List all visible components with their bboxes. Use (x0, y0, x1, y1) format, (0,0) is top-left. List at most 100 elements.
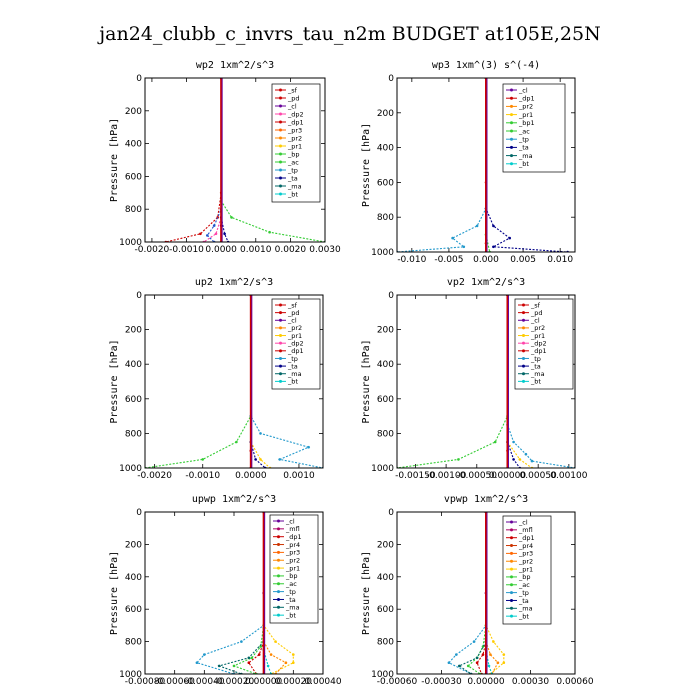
legend-label: _ta (287, 362, 298, 370)
y-tick-label: 0 (136, 291, 142, 301)
y-tick-label: 400 (377, 573, 394, 583)
series-point-tp (212, 224, 216, 227)
chart-panel-3: up2 1xm^2/s^3 Pressure [hPa] 0 200 400 600 800… (109, 277, 324, 481)
x-tick-label: -0.010 (397, 255, 426, 265)
legend-label: _bp1 (518, 119, 535, 127)
y-tick-label: 400 (125, 360, 142, 370)
series-line-dp1 (145, 295, 252, 468)
x-tick-label: 0.00050 (520, 471, 557, 481)
x-tick-label: 0.0010 (283, 471, 315, 481)
legend-label: _ac (287, 158, 299, 166)
series-line-ac (232, 512, 265, 674)
series-point-pr1 (230, 216, 233, 219)
series-point-tp (259, 432, 262, 435)
y-axis-label: Pressure [hPa] (361, 123, 372, 207)
plot-frame (144, 511, 324, 675)
legend-label: _pr1 (518, 565, 533, 573)
chart-panel-1: wp2 1xm^2/s^3 Pressure [hPa] 0 200 400 600 800… (109, 60, 341, 255)
series-line-bt (485, 512, 493, 674)
y-tick-label: 800 (125, 638, 142, 648)
legend-marker (277, 590, 280, 594)
legend-marker (279, 311, 282, 315)
legend-label: _bt (285, 611, 296, 619)
series-point-dp1 (235, 440, 238, 444)
series-point-bt (487, 664, 491, 668)
plot-frame (396, 294, 576, 469)
legend-label: _ac (518, 581, 530, 589)
legend: _cl_mfl_dp1_pr4_pr3_pr2_pr1_bp_ac_tp_ta_… (502, 515, 552, 625)
legend-marker (510, 145, 513, 149)
series-point-ta (492, 224, 495, 228)
y-tick-label: 200 (125, 107, 142, 117)
legend-label: _pd (530, 309, 543, 317)
legend-marker (279, 326, 282, 330)
legend-marker (277, 566, 280, 570)
legend-marker (277, 582, 280, 586)
x-tick-label: 0.00020 (275, 677, 312, 687)
x-tick-label: 0.0000 (235, 471, 267, 481)
legend-label: _pr2 (287, 134, 302, 142)
y-tick-label: 800 (377, 429, 394, 439)
panel-title: up2 1xm^2/s^3 (195, 277, 273, 288)
series-point-pr1 (502, 661, 506, 664)
legend-marker (277, 543, 280, 547)
legend-marker (522, 372, 525, 376)
series-point-tp (451, 236, 454, 240)
legend-label: _ac (285, 580, 297, 588)
y-tick-label: 0 (388, 508, 394, 518)
series-group (447, 512, 506, 674)
y-tick-label: 200 (377, 326, 394, 336)
legend-label: _ta (518, 144, 529, 152)
legend-marker (279, 88, 282, 92)
legend-label: _dp1 (285, 533, 302, 541)
legend-label: _tp (518, 136, 529, 144)
x-tick-label: -0.0020 (135, 245, 170, 255)
series-point-ta (492, 245, 495, 249)
y-tick-label: 600 (125, 172, 142, 182)
legend-box (271, 83, 321, 203)
legend-label: _tp (518, 589, 529, 597)
y-tick-label: 400 (377, 144, 394, 154)
legend-marker (510, 606, 513, 610)
legend-marker (279, 379, 282, 383)
legend-marker (279, 128, 282, 132)
y-tick-label: 600 (125, 395, 142, 405)
y-axis-label: Pressure [hPa] (361, 551, 372, 635)
series-point-tp (447, 661, 451, 664)
x-tick-label: -0.00020 (214, 677, 255, 687)
x-tick-label: -0.005 (434, 255, 463, 265)
legend-label: _ta (518, 597, 529, 605)
legend-label: _tp (287, 166, 298, 174)
legend-label: _cl (518, 86, 528, 94)
legend-label: _pr2 (530, 324, 545, 332)
legend-label: _pr3 (518, 550, 533, 558)
legend-label: _pr1 (285, 564, 300, 572)
legend: _cl_mfl_dp1_pr4_pr3_pr2_pr1_bp_ac_tp_ta_… (269, 514, 319, 624)
panel-title: wp3 1xm^(3) s^(-4) (432, 60, 540, 71)
y-tick-label: 0 (136, 508, 142, 518)
legend-label: _ma (518, 605, 533, 613)
legend-label: _dp2 (287, 110, 304, 118)
x-tick-label: 0.00100 (550, 471, 587, 481)
series-point-tp (240, 640, 243, 643)
legend-marker (279, 356, 282, 360)
y-tick-label: 800 (125, 429, 142, 439)
legend-label: _pr2 (287, 324, 302, 332)
figure-title: jan24_clubb_c_invrs_tau_n2m BUDGET at105… (97, 23, 600, 45)
series-point-tp (524, 452, 528, 456)
legend-label: _tp (530, 355, 541, 363)
x-tick-label: 0.010 (547, 255, 573, 265)
legend-label: _pd (287, 309, 300, 317)
series-line-tp (397, 78, 487, 252)
series-point-tp (307, 445, 310, 449)
series-point-ac (466, 664, 470, 668)
legend-label: _ac (518, 127, 530, 135)
y-tick-label: 600 (377, 395, 394, 405)
legend-marker (510, 591, 513, 595)
panel-title: vpwp 1xm^2/s^3 (444, 494, 528, 505)
legend-marker (510, 520, 513, 524)
legend-marker (510, 162, 513, 166)
legend-label: _pr2 (518, 103, 533, 111)
series-line-dp1 (248, 512, 265, 674)
legend-marker (277, 613, 280, 617)
